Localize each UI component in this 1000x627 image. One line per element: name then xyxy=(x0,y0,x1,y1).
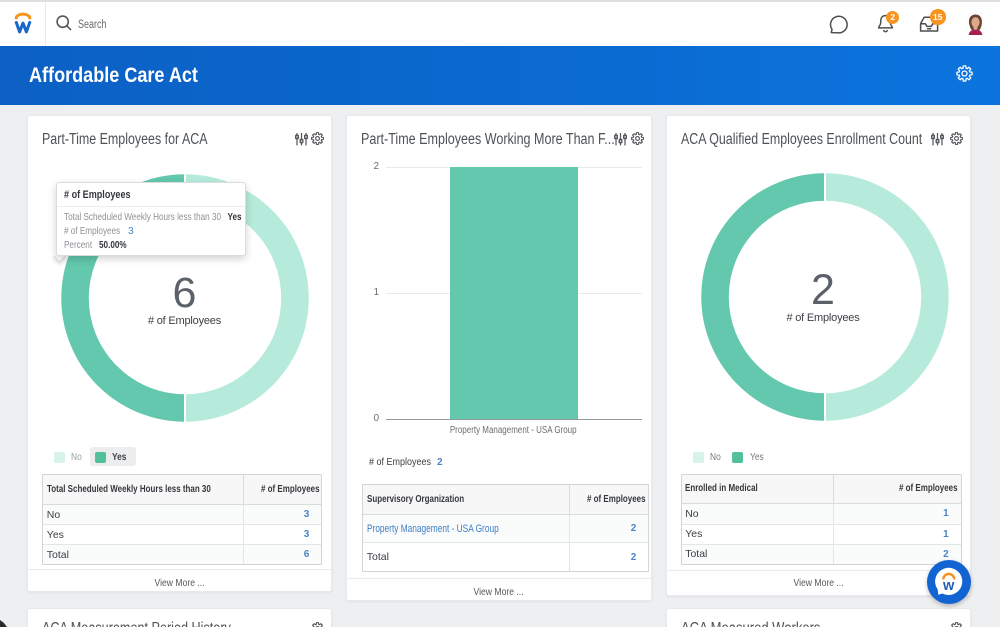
svg-text:w: w xyxy=(942,578,955,594)
